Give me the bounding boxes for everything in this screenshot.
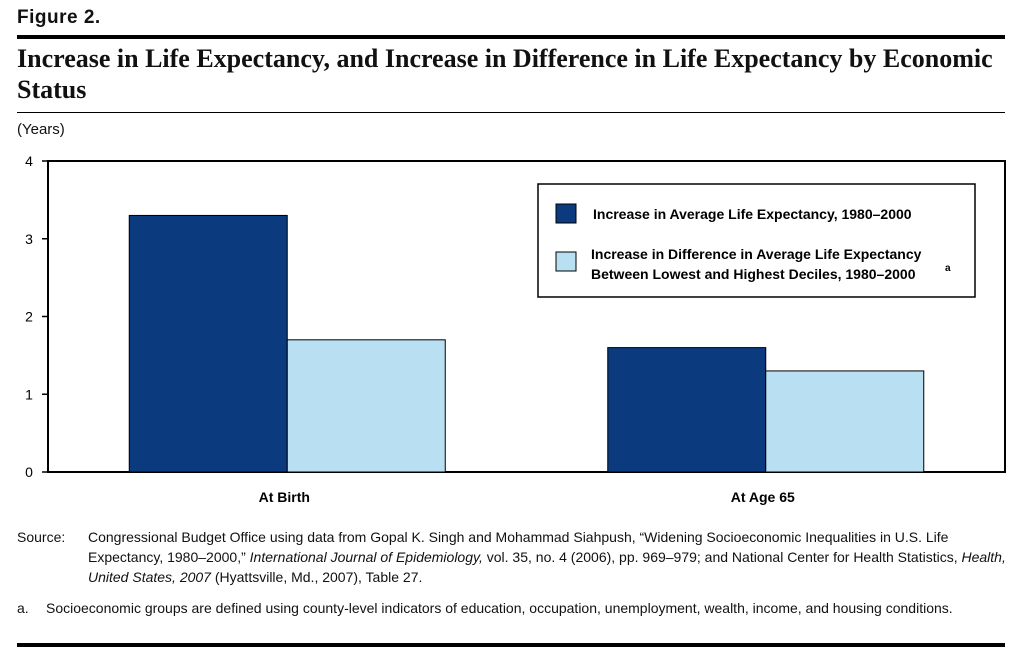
source-text-part: vol. 35, no. 4 (2006), pp. 969–979; and … bbox=[482, 549, 962, 565]
category-label: At Birth bbox=[259, 489, 310, 505]
source-text-part: International Journal of Epidemiology, bbox=[249, 549, 483, 565]
source-text-part: (Hyattsville, Md., 2007), Table 27. bbox=[210, 569, 423, 585]
footnote-label: a. bbox=[17, 600, 29, 616]
bar-avg-increase bbox=[607, 347, 767, 473]
chart-title: Increase in Life Expectancy, and Increas… bbox=[17, 44, 993, 104]
legend-label-difference-line1: Increase in Difference in Average Life E… bbox=[591, 246, 922, 262]
bottom-rule bbox=[17, 643, 1005, 647]
source-text-part: Congressional Budget Office using data f… bbox=[88, 529, 949, 565]
figure-label: Figure 2. bbox=[17, 7, 101, 28]
source-text: Congressional Budget Office using data f… bbox=[88, 527, 1008, 587]
y-axis-units: (Years) bbox=[17, 121, 65, 138]
source-label: Source: bbox=[17, 529, 66, 545]
legend-label-difference-line2: Between Lowest and Highest Deciles, 1980… bbox=[591, 266, 916, 282]
y-tick-label: 2 bbox=[25, 309, 33, 325]
category-label: At Age 65 bbox=[731, 489, 795, 505]
bar-avg-increase bbox=[128, 214, 288, 473]
top-rule bbox=[17, 35, 1005, 39]
footnote-text: Socioeconomic groups are defined using c… bbox=[46, 600, 953, 616]
title-rule bbox=[17, 112, 1005, 113]
legend-box bbox=[537, 183, 976, 298]
source-text-part: Health, United States, 2007 bbox=[88, 549, 1006, 585]
bar-chart: 0 1 2 3 4 At Birth At Age 65 Increase in Averag… bbox=[25, 153, 1006, 505]
bar-difference-increase bbox=[286, 339, 446, 473]
y-tick-label: 0 bbox=[25, 464, 33, 480]
y-tick-label: 3 bbox=[25, 231, 33, 247]
legend-label-avg: Increase in Average Life Expectancy, 198… bbox=[593, 206, 912, 222]
legend-swatch-avg bbox=[555, 203, 577, 224]
y-tick-label: 1 bbox=[25, 386, 33, 402]
legend-superscript: a bbox=[945, 263, 951, 274]
y-tick-label: 4 bbox=[25, 153, 33, 169]
bar-difference-increase bbox=[765, 370, 925, 473]
legend-swatch-difference bbox=[555, 251, 577, 272]
